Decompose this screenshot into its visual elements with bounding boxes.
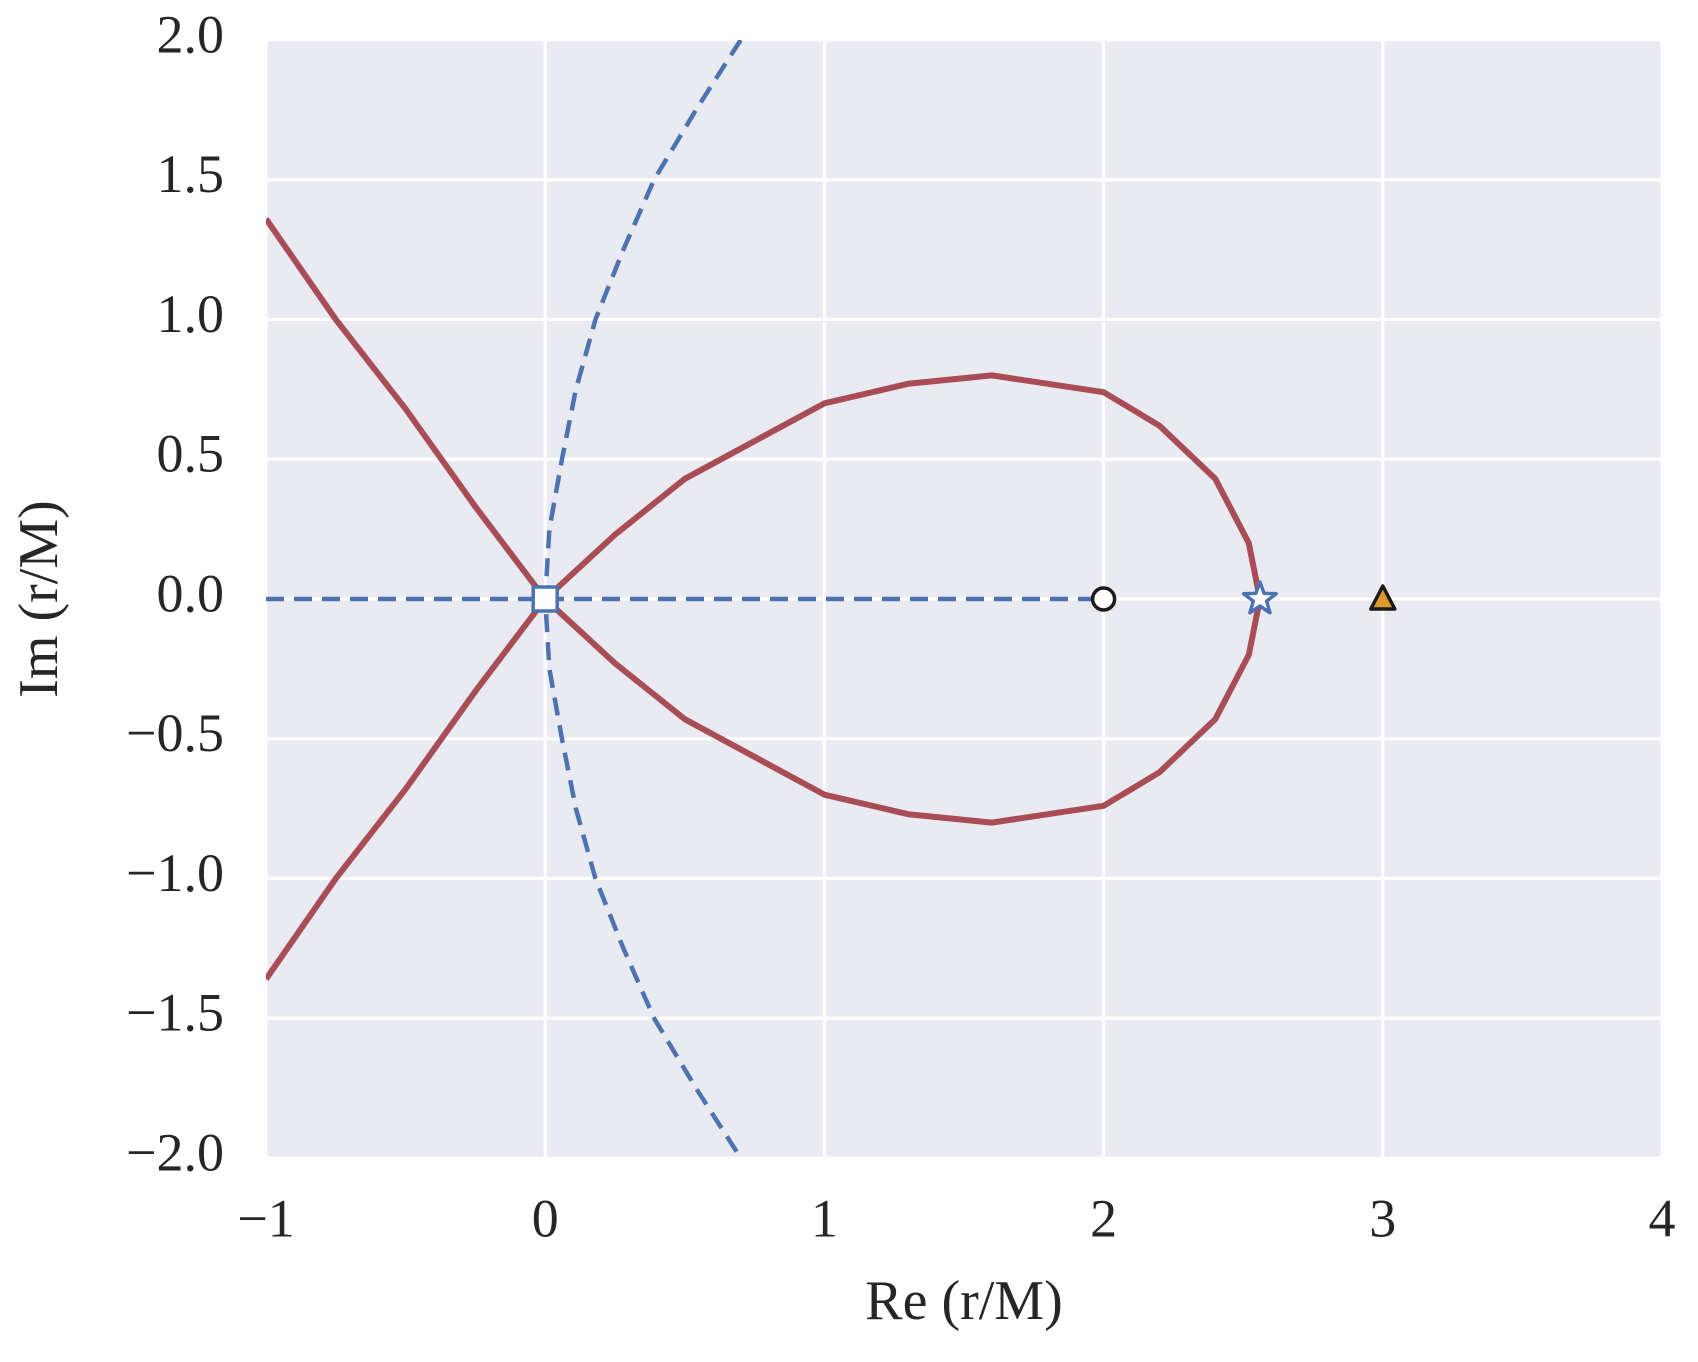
- y-tick-label: 0.0: [157, 563, 225, 623]
- y-tick-label: 0.5: [157, 424, 225, 484]
- y-tick-label: −0.5: [126, 703, 224, 763]
- x-tick-label: 1: [811, 1188, 838, 1248]
- marker-square: [531, 585, 559, 613]
- marker-triangle: [1369, 584, 1397, 611]
- x-tick-label: 3: [1369, 1188, 1396, 1248]
- x-tick-label: 4: [1649, 1188, 1676, 1248]
- y-axis-label: Im (r/M): [8, 500, 70, 698]
- marker-star: [1242, 580, 1278, 615]
- y-tick-label: 2.0: [157, 4, 225, 64]
- x-axis-label: Re (r/M): [865, 1270, 1063, 1332]
- x-tick-label: 0: [532, 1188, 559, 1248]
- y-tick-label: −1.0: [126, 843, 224, 903]
- y-tick-label: −2.0: [126, 1122, 224, 1182]
- y-tick-label: 1.0: [157, 284, 225, 344]
- x-tick-label: 2: [1090, 1188, 1117, 1248]
- y-tick-label: −1.5: [126, 983, 224, 1043]
- marker-circle: [1090, 586, 1117, 612]
- x-tick-label: −1: [237, 1188, 294, 1248]
- y-tick-label: 1.5: [157, 144, 225, 204]
